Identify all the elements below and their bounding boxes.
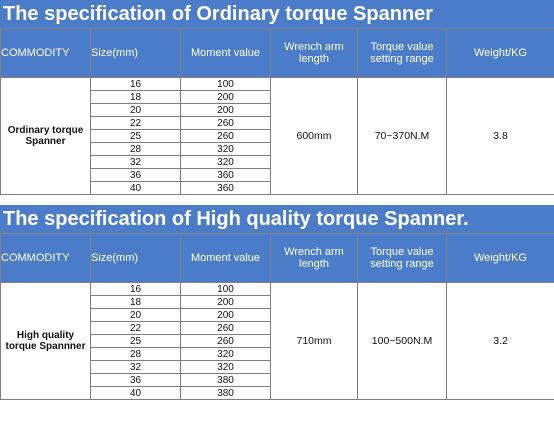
size-cell: 22 [90,116,181,130]
table-row: 20 200 [1,103,554,117]
moment-cell: 260 [180,129,271,143]
header-arm: Wrench arm length [270,233,358,283]
size-cell: 20 [90,103,181,117]
table-row: 28 320 [1,142,554,156]
moment-cell: 320 [180,155,271,169]
size-cell: 25 [90,334,181,348]
size-cell: 32 [90,360,181,374]
moment-cell: 200 [180,103,271,117]
weight-cell: 3.8 [446,77,554,195]
spec-table: COMMODITY Size(mm) Moment value Wrench arm … [0,28,554,195]
spec-table: COMMODITY Size(mm) Moment value Wrench arm … [0,233,554,400]
size-cell: 16 [90,77,181,91]
moment-cell: 320 [180,347,271,361]
table-row: 36 380 [1,373,554,387]
size-cell: 22 [90,321,181,335]
size-cell: 28 [90,142,181,156]
moment-cell: 380 [180,373,271,387]
size-cell: 18 [90,90,181,104]
moment-cell: 260 [180,116,271,130]
size-cell: 36 [90,373,181,387]
header-size: Size(mm) [90,28,181,78]
moment-cell: 260 [180,334,271,348]
table-row: 25 260 [1,334,554,348]
moment-cell: 360 [180,181,271,195]
moment-cell: 200 [180,308,271,322]
header-row: COMMODITY Size(mm) Moment value Wrench arm … [0,28,554,78]
moment-cell: 200 [180,295,271,309]
size-cell: 36 [90,168,181,182]
torque-range-cell: 100~500N.M [357,282,447,400]
weight-cell: 3.2 [446,282,554,400]
moment-cell: 200 [180,90,271,104]
header-range: Torque value setting range [357,233,447,283]
spec-section: The specification of Ordinary torque Spa… [0,0,554,195]
moment-cell: 320 [180,142,271,156]
moment-cell: 320 [180,360,271,374]
header-moment: Moment value [180,233,271,283]
table-row: 40 360 [1,181,554,195]
header-weight: Weight/KG [446,233,554,283]
table-row: 32 320 [1,155,554,169]
table-row: 18 200 [1,295,554,309]
size-cell: 40 [90,386,181,400]
table-row: 18 200 [1,90,554,104]
size-cell: 40 [90,181,181,195]
moment-cell: 100 [180,77,271,91]
section-title: The specification of Ordinary torque Spa… [0,0,554,28]
section-gap [0,195,554,205]
header-row: COMMODITY Size(mm) Moment value Wrench arm … [0,233,554,283]
header-range: Torque value setting range [357,28,447,78]
size-cell: 32 [90,155,181,169]
torque-range-cell: 70~370N.M [357,77,447,195]
table-row: 25 260 [1,129,554,143]
table-row: High quality torque Spannner 16 100 710mm 10… [0,282,554,400]
moment-cell: 360 [180,168,271,182]
table-row: 22 260 [1,321,554,335]
size-cell: 28 [90,347,181,361]
section-title: The specification of High quality torque… [0,205,554,233]
header-weight: Weight/KG [446,28,554,78]
arm-length-cell: 710mm [270,282,358,400]
size-cell: 16 [90,282,181,296]
table-row: 40 380 [1,386,554,400]
moment-cell: 260 [180,321,271,335]
size-cell: 18 [90,295,181,309]
header-size: Size(mm) [90,233,181,283]
moment-cell: 380 [180,386,271,400]
arm-length-cell: 600mm [270,77,358,195]
size-cell: 25 [90,129,181,143]
header-commodity: COMMODITY [0,28,91,78]
table-row: Ordinary torque Spanner 16 100 600mm 70~370N… [0,77,554,195]
size-cell: 20 [90,308,181,322]
header-moment: Moment value [180,28,271,78]
header-commodity: COMMODITY [0,233,91,283]
spec-document: The specification of Ordinary torque Spa… [0,0,554,400]
commodity-name: High quality torque Spannner [0,282,91,400]
moment-cell: 100 [180,282,271,296]
commodity-name: Ordinary torque Spanner [0,77,91,195]
spec-section: The specification of High quality torque… [0,205,554,400]
header-arm: Wrench arm length [270,28,358,78]
